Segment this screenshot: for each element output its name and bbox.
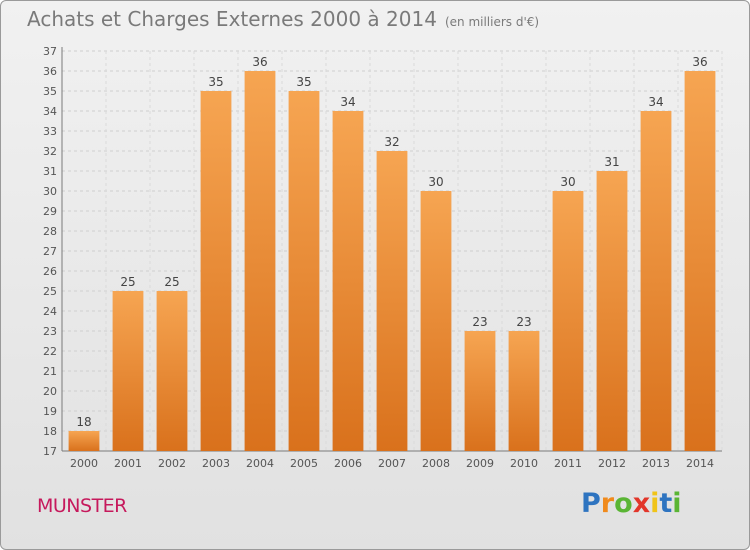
y-tick-label: 22 [43,345,57,358]
bar-value-label: 23 [516,315,531,329]
y-tick-label: 34 [43,105,57,118]
bar [508,331,540,451]
x-tick-label: 2002 [158,457,186,470]
bar [112,291,144,451]
logo-letter: P [581,488,601,519]
bar [156,291,188,451]
bar-value-label: 30 [560,175,575,189]
bar [376,151,408,451]
bar-value-label: 23 [472,315,487,329]
bar [288,91,320,451]
x-tick-labels: 2000 2001 2002 2003 2004 2005 2006 2007 2008 2009… [70,457,714,470]
x-tick-label: 2006 [334,457,362,470]
bar [200,91,232,451]
y-tick-label: 17 [43,445,57,458]
y-tick-label: 23 [43,325,57,338]
y-tick-label: 36 [43,65,57,78]
y-tick-labels: 17 18 19 20 21 22 23 24 25 26 27 28 29 30 31 32 33 34 35 36… [43,45,57,458]
bar [596,171,628,451]
x-tick-label: 2005 [290,457,318,470]
x-tick-label: 2013 [642,457,670,470]
x-tick-label: 2014 [686,457,714,470]
chart-title: Achats et Charges Externes 2000 à 2014 (e… [27,7,539,31]
bar [332,111,364,451]
y-tick-label: 37 [43,45,57,58]
bar [68,431,100,451]
y-tick-label: 27 [43,245,57,258]
bar [640,111,672,451]
y-tick-label: 30 [43,185,57,198]
bar-value-label: 32 [384,135,399,149]
data-labels: 18 25 25 35 36 35 34 32 30 23 23 30 31 34 36 [76,55,707,429]
logo-letter: i [650,488,660,519]
logo-letter: o [614,488,633,519]
bar-value-label: 31 [604,155,619,169]
bar-value-label: 35 [296,75,311,89]
x-tick-label: 2004 [246,457,274,470]
x-tick-label: 2010 [510,457,538,470]
x-tick-label: 2001 [114,457,142,470]
bar-value-label: 30 [428,175,443,189]
bar-value-label: 34 [340,95,355,109]
bar-value-label: 25 [164,275,179,289]
proxiti-logo: Proxiti [581,488,682,519]
bar-value-label: 35 [208,75,223,89]
y-tick-label: 19 [43,405,57,418]
logo-letter: x [632,488,651,519]
bar [552,191,584,451]
y-tick-label: 29 [43,205,57,218]
y-tick-label: 21 [43,365,57,378]
x-tick-label: 2000 [70,457,98,470]
logo-letter: r [600,488,615,519]
x-tick-label: 2012 [598,457,626,470]
bar-value-label: 18 [76,415,91,429]
y-tick-label: 33 [43,125,57,138]
y-tick-label: 32 [43,145,57,158]
bar [420,191,452,451]
y-tick-label: 25 [43,285,57,298]
logo-letter: i [672,488,682,519]
title-unit: (en milliers d'€) [444,15,540,29]
bar-value-label: 34 [648,95,663,109]
y-tick-label: 35 [43,85,57,98]
x-tick-label: 2003 [202,457,230,470]
y-tick-label: 28 [43,225,57,238]
y-tick-label: 20 [43,385,57,398]
x-tick-label: 2011 [554,457,582,470]
x-tick-label: 2008 [422,457,450,470]
y-tick-label: 31 [43,165,57,178]
x-tick-label: 2007 [378,457,406,470]
bar-value-label: 36 [692,55,707,69]
bar [684,71,716,451]
bar-value-label: 36 [252,55,267,69]
bar [244,71,276,451]
y-tick-label: 24 [43,305,57,318]
y-tick-label: 18 [43,425,57,438]
title-text: Achats et Charges Externes 2000 à 2014 [27,7,437,31]
y-tick-label: 26 [43,265,57,278]
bar [464,331,496,451]
commune-name: MUNSTER [37,495,127,517]
bar-value-label: 25 [120,275,135,289]
bars [68,71,716,451]
x-tick-label: 2009 [466,457,494,470]
logo-letter: t [659,488,673,519]
